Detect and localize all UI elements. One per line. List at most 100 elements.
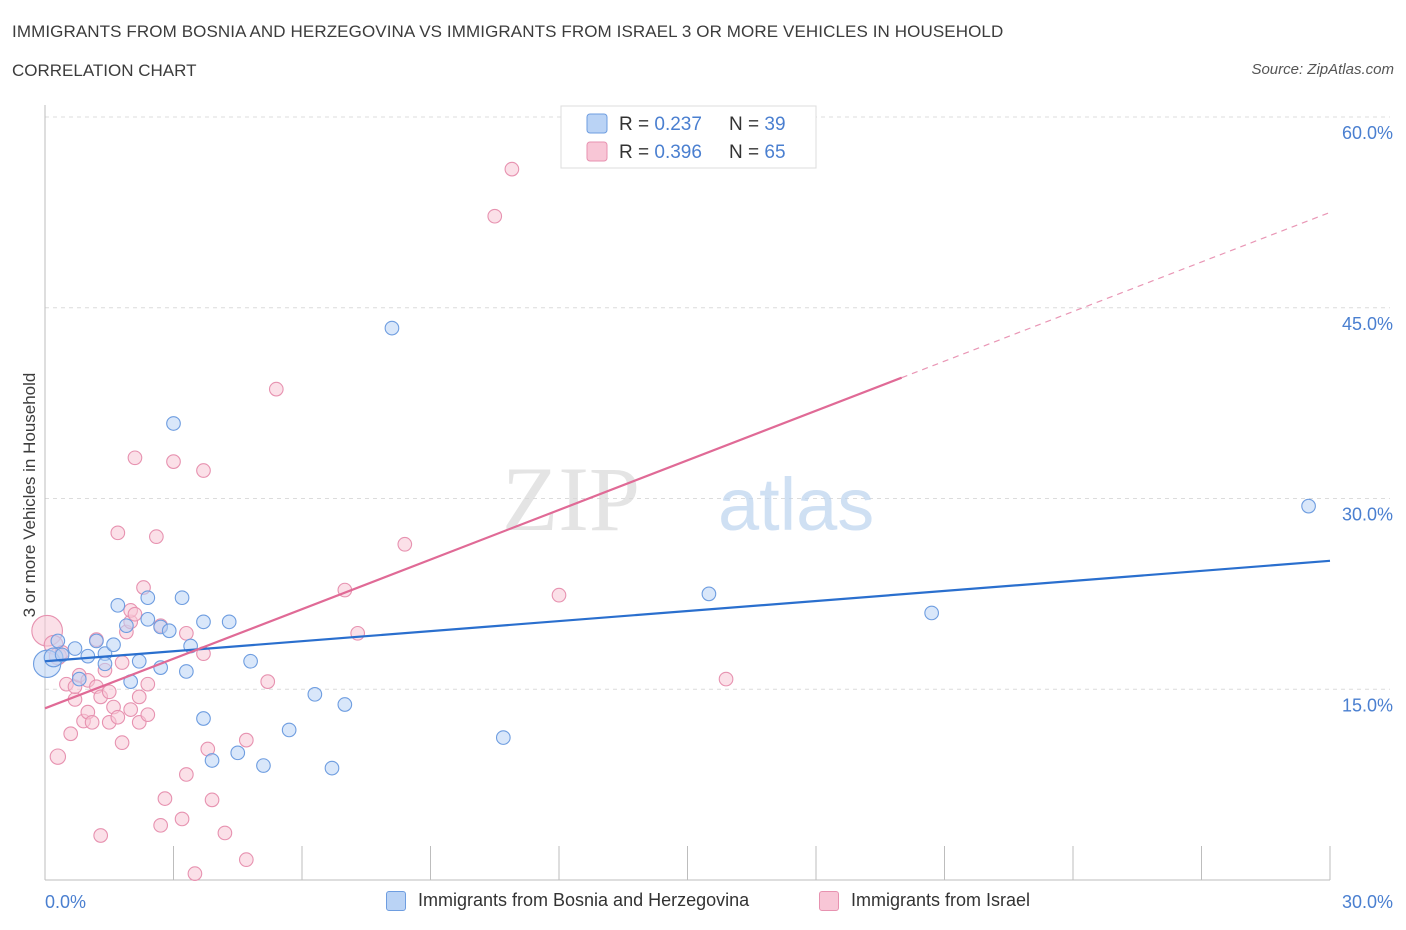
data-point-israel xyxy=(397,536,413,552)
data-point-bosnia xyxy=(196,711,211,726)
data-point-israel xyxy=(157,791,173,806)
data-point-israel xyxy=(127,606,143,622)
data-point-israel xyxy=(179,625,194,641)
data-point-israel xyxy=(166,454,181,469)
correlation-legend: R = 0.237 N = 39 R = 0.396 N = 65 xyxy=(560,105,817,169)
data-point-bosnia xyxy=(337,697,353,712)
legend-n-label: N = xyxy=(729,114,764,135)
chart-subtitle: CORRELATION CHART xyxy=(12,61,197,80)
series-legend: Immigrants from Bosnia and Herzegovina I… xyxy=(0,888,1406,916)
data-point-israel xyxy=(101,684,117,700)
legend-n-label: N = xyxy=(729,142,764,163)
data-point-israel xyxy=(238,852,254,868)
data-point-bosnia xyxy=(324,760,340,776)
y-tick-label: 60.0% xyxy=(1342,123,1393,143)
data-point-israel xyxy=(63,726,79,742)
data-point-bosnia xyxy=(221,614,237,630)
data-point-bosnia xyxy=(307,686,323,702)
data-point-bosnia xyxy=(204,753,220,768)
data-point-israel xyxy=(153,817,168,833)
data-point-israel xyxy=(718,671,734,687)
data-point-israel xyxy=(110,709,126,725)
data-point-bosnia xyxy=(110,597,126,613)
trend-line-bosnia xyxy=(44,559,1331,663)
data-point-israel xyxy=(196,463,211,478)
legend-swatch-israel xyxy=(586,141,608,162)
data-point-bosnia xyxy=(179,664,194,679)
y-tick-label: 45.0% xyxy=(1342,314,1393,334)
legend-swatch-israel xyxy=(819,890,839,911)
data-point-bosnia xyxy=(256,758,271,773)
legend-label-israel: Immigrants from Israel xyxy=(851,890,1031,910)
watermark: ZIP atlas xyxy=(502,448,874,550)
svg-text:N = 39: N = 39 xyxy=(729,114,786,135)
legend-label-bosnia: Immigrants from Bosnia and Herzegovina xyxy=(418,890,750,910)
data-point-israel xyxy=(114,735,130,751)
x-tick-label-min: 0.0% xyxy=(45,892,86,912)
legend-r-label: R = xyxy=(619,114,654,135)
data-point-bosnia xyxy=(174,590,190,606)
data-point-israel xyxy=(504,161,520,177)
legend-r-value-bosnia: 0.237 xyxy=(654,114,702,135)
legend-r-value-israel: 0.396 xyxy=(654,142,702,163)
data-point-israel xyxy=(551,587,567,603)
data-point-israel xyxy=(123,702,139,717)
gridlines xyxy=(45,116,1390,690)
data-point-bosnia xyxy=(119,618,134,634)
data-point-israel xyxy=(204,792,220,808)
legend-item-israel[interactable]: Immigrants from Israel xyxy=(819,890,1030,911)
y-tick-label: 30.0% xyxy=(1342,505,1393,525)
x-axis-ticks xyxy=(173,846,1331,880)
data-point-israel xyxy=(174,811,190,827)
legend-swatch-bosnia xyxy=(386,890,406,911)
svg-text:R = 0.396: R = 0.396 xyxy=(619,142,702,163)
data-point-israel xyxy=(238,732,254,748)
data-point-bosnia xyxy=(106,637,121,653)
data-point-israel xyxy=(179,767,194,782)
data-point-bosnia xyxy=(161,623,177,639)
x-tick-label-max: 30.0% xyxy=(1342,892,1393,912)
data-point-bosnia xyxy=(281,722,297,738)
watermark-atlas: atlas xyxy=(718,463,874,546)
data-point-bosnia xyxy=(140,590,156,606)
svg-text:N = 65: N = 65 xyxy=(729,142,786,163)
data-point-bosnia xyxy=(67,641,83,656)
legend-item-bosnia[interactable]: Immigrants from Bosnia and Herzegovina xyxy=(386,890,749,911)
data-point-bosnia xyxy=(97,656,113,672)
data-point-bosnia xyxy=(80,648,96,664)
data-point-israel xyxy=(260,674,276,689)
data-point-bosnia xyxy=(701,586,717,602)
data-point-bosnia xyxy=(54,647,70,663)
series-bosnia-points xyxy=(32,320,1316,776)
data-point-israel xyxy=(93,828,109,843)
data-point-bosnia xyxy=(71,671,87,687)
data-point-israel xyxy=(114,655,130,670)
watermark-zip: ZIP xyxy=(502,448,640,550)
trend-line-israel xyxy=(44,376,903,710)
source-label: Source: ZipAtlas.com xyxy=(1251,61,1394,78)
data-point-bosnia xyxy=(495,730,511,745)
data-point-bosnia xyxy=(89,633,104,649)
y-axis-title: 3 or more Vehicles in Household xyxy=(20,373,39,618)
data-point-israel xyxy=(217,825,233,841)
data-point-israel xyxy=(49,748,67,765)
svg-text:R = 0.237: R = 0.237 xyxy=(619,114,702,135)
data-point-bosnia xyxy=(230,745,246,761)
legend-n-value-israel: 65 xyxy=(764,142,785,163)
data-point-israel xyxy=(268,381,284,397)
data-point-bosnia xyxy=(243,653,258,669)
data-point-bosnia xyxy=(50,633,66,649)
y-tick-label: 15.0% xyxy=(1342,695,1393,715)
legend-swatch-bosnia xyxy=(586,113,608,134)
chart-title: IMMIGRANTS FROM BOSNIA AND HERZEGOVINA V… xyxy=(12,22,1004,41)
data-point-bosnia xyxy=(1301,498,1316,514)
data-point-bosnia xyxy=(140,611,156,627)
legend-n-value-bosnia: 39 xyxy=(764,114,785,135)
y-axis-tick-labels: 15.0% 30.0% 45.0% 60.0% xyxy=(1342,123,1393,715)
trend-lines xyxy=(44,211,1331,710)
data-point-israel xyxy=(127,450,143,466)
legend-r-label: R = xyxy=(619,142,654,163)
data-point-israel xyxy=(487,208,503,224)
data-point-israel xyxy=(187,866,203,881)
